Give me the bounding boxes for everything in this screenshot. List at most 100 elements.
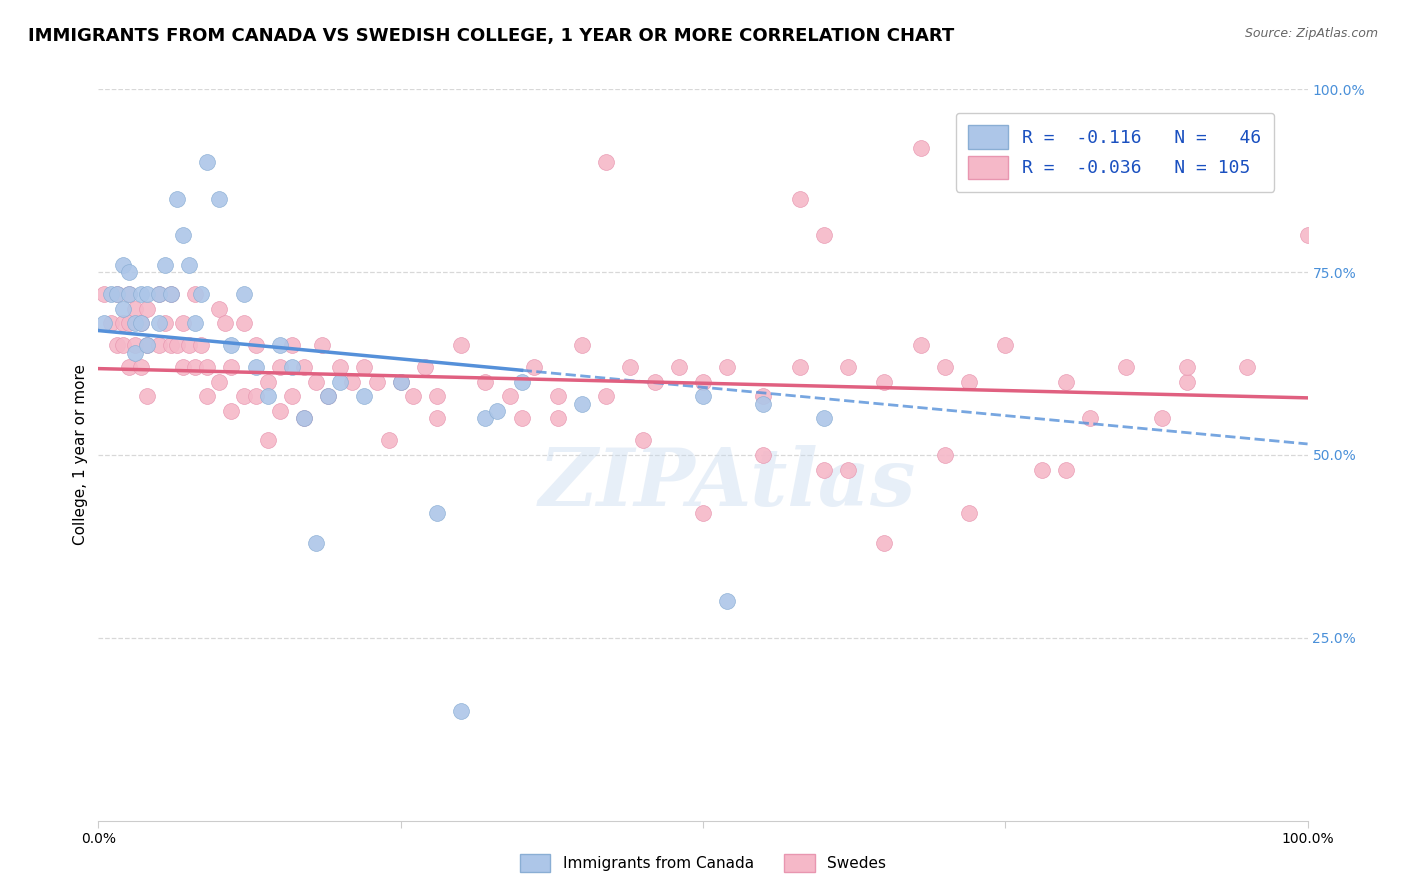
Point: [1054, 375, 1077, 389]
Point: [316, 389, 339, 403]
Point: [269, 360, 291, 375]
Point: [111, 338, 134, 352]
Point: [208, 301, 231, 316]
Point: [190, 338, 212, 352]
Point: [389, 375, 412, 389]
Point: [1054, 462, 1077, 476]
Point: [281, 360, 304, 375]
Point: [100, 316, 122, 330]
Point: [232, 389, 254, 403]
Point: [172, 360, 194, 375]
Point: [994, 338, 1017, 352]
Point: [232, 287, 254, 301]
Point: [124, 316, 146, 330]
Point: [172, 228, 194, 243]
Point: [329, 360, 352, 375]
Point: [269, 404, 291, 418]
Point: [571, 338, 593, 352]
Point: [153, 258, 176, 272]
Point: [148, 287, 170, 301]
Point: [105, 287, 128, 301]
Point: [342, 375, 364, 389]
Point: [692, 507, 714, 521]
Point: [1175, 360, 1198, 375]
Point: [256, 434, 278, 448]
Point: [135, 338, 157, 352]
Point: [221, 360, 243, 375]
Point: [129, 316, 152, 330]
Point: [789, 360, 811, 375]
Point: [1007, 169, 1029, 184]
Point: [789, 192, 811, 206]
Point: [413, 360, 436, 375]
Point: [195, 360, 218, 375]
Point: [1152, 411, 1174, 425]
Point: [195, 155, 218, 169]
Point: [135, 389, 157, 403]
Point: [245, 338, 267, 352]
Point: [752, 448, 775, 462]
Point: [190, 287, 212, 301]
Point: [292, 411, 315, 425]
Point: [93, 287, 115, 301]
Point: [474, 375, 496, 389]
Point: [752, 389, 775, 403]
Text: ZIPAtlas: ZIPAtlas: [538, 445, 915, 523]
Point: [316, 389, 339, 403]
Point: [934, 448, 956, 462]
Point: [153, 316, 176, 330]
Point: [135, 301, 157, 316]
Point: [305, 375, 328, 389]
Point: [498, 389, 520, 403]
Point: [510, 375, 533, 389]
Point: [813, 228, 835, 243]
Point: [129, 287, 152, 301]
Point: [105, 338, 128, 352]
Point: [510, 411, 533, 425]
Point: [195, 389, 218, 403]
Point: [910, 141, 932, 155]
Point: [118, 287, 141, 301]
Point: [934, 360, 956, 375]
Point: [366, 375, 388, 389]
Point: [837, 462, 859, 476]
Point: [1078, 411, 1101, 425]
Point: [1175, 375, 1198, 389]
Point: [910, 338, 932, 352]
Legend: R =  -0.116   N =   46, R =  -0.036   N = 105: R = -0.116 N = 46, R = -0.036 N = 105: [956, 113, 1274, 192]
Point: [118, 360, 141, 375]
Point: [311, 338, 333, 352]
Point: [329, 375, 352, 389]
Point: [547, 389, 569, 403]
Point: [232, 316, 254, 330]
Point: [208, 375, 231, 389]
Point: [957, 375, 980, 389]
Point: [208, 192, 231, 206]
Point: [269, 338, 291, 352]
Point: [523, 360, 546, 375]
Point: [160, 338, 183, 352]
Text: Source: ZipAtlas.com: Source: ZipAtlas.com: [1244, 27, 1378, 40]
Point: [124, 338, 146, 352]
Point: [281, 338, 304, 352]
Point: [214, 316, 236, 330]
Point: [118, 316, 141, 330]
Point: [118, 265, 141, 279]
Point: [305, 535, 328, 549]
Point: [135, 338, 157, 352]
Point: [256, 389, 278, 403]
Point: [595, 155, 617, 169]
Point: [668, 360, 690, 375]
Point: [166, 192, 188, 206]
Point: [692, 375, 714, 389]
Point: [179, 338, 201, 352]
Point: [105, 287, 128, 301]
Point: [426, 411, 449, 425]
Point: [571, 397, 593, 411]
Point: [957, 507, 980, 521]
Point: [486, 404, 509, 418]
Point: [752, 397, 775, 411]
Point: [221, 338, 243, 352]
Point: [148, 338, 170, 352]
Point: [184, 316, 207, 330]
